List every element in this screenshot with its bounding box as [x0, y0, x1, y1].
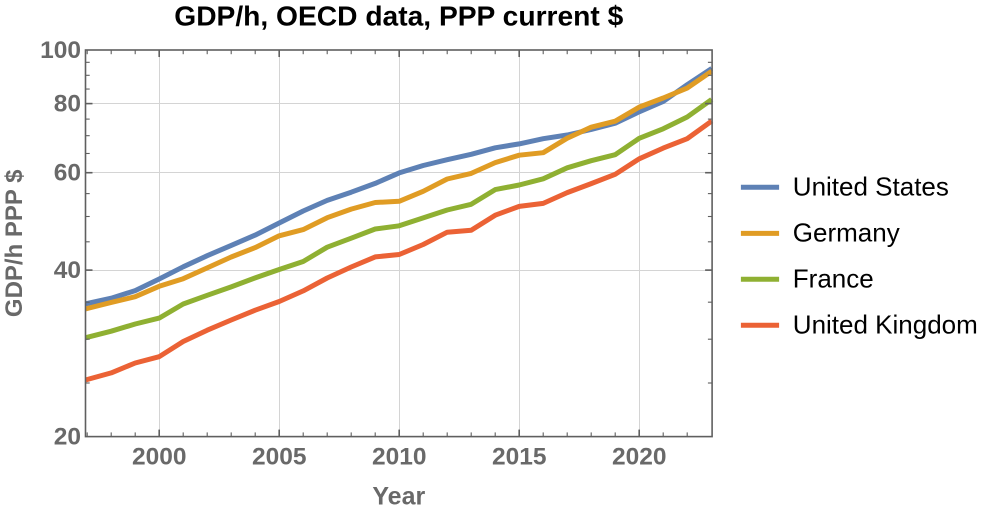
svg-text:France: France: [793, 263, 874, 293]
svg-text:United States: United States: [793, 171, 949, 201]
svg-text:GDP/h, OECD data, PPP current: GDP/h, OECD data, PPP current $: [174, 0, 623, 32]
svg-text:United Kingdom: United Kingdom: [793, 309, 978, 339]
svg-text:100: 100: [40, 37, 81, 64]
svg-text:20: 20: [54, 424, 81, 451]
svg-text:2000: 2000: [132, 444, 187, 471]
svg-text:2015: 2015: [492, 444, 547, 471]
svg-text:2010: 2010: [372, 444, 427, 471]
svg-text:2005: 2005: [252, 444, 307, 471]
svg-text:80: 80: [54, 91, 81, 118]
svg-text:GDP/h PPP $: GDP/h PPP $: [1, 169, 28, 317]
svg-text:Germany: Germany: [793, 217, 900, 247]
svg-text:Year: Year: [372, 483, 425, 511]
svg-text:60: 60: [54, 160, 81, 187]
svg-text:40: 40: [54, 257, 81, 284]
svg-text:2020: 2020: [612, 444, 667, 471]
